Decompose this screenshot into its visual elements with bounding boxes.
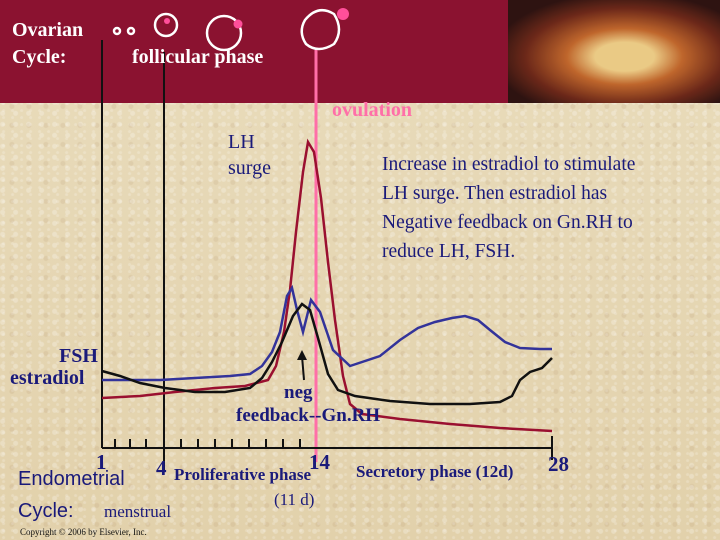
estradiol-label: estradiol xyxy=(10,367,85,389)
endometrial-cycle-label: Cycle: xyxy=(18,500,74,522)
lh-label-line1: LH xyxy=(228,131,255,153)
ovarian-cycle-label-line2: Cycle: xyxy=(12,46,67,68)
copyright-text: Copyright © 2006 by Elsevier, Inc. xyxy=(20,527,147,537)
proliferative-duration-label: (11 d) xyxy=(274,490,315,509)
lh-label-line2: surge xyxy=(228,157,271,179)
day-4-label: 4 xyxy=(156,456,167,480)
neg-label: neg xyxy=(284,382,313,403)
fsh-label: FSH xyxy=(59,345,98,367)
menstrual-label: menstrual xyxy=(104,502,172,521)
estradiol-curve xyxy=(102,284,552,382)
feedback-gnrh-label: feedback--Gn.RH xyxy=(236,405,381,426)
ovulation-label: ovulation xyxy=(332,99,413,121)
follicle-icon-5 xyxy=(300,8,341,51)
lh-surge-label: LH surge xyxy=(228,129,271,181)
note-line: Negative feedback on Gn.RH to xyxy=(382,212,633,233)
follicle-icon-2 xyxy=(126,26,136,36)
neg-feedback-arrow xyxy=(297,350,307,381)
proliferative-phase-label: Proliferative phase xyxy=(174,465,312,484)
ovary-cross-section-image xyxy=(508,0,720,103)
day-28-label: 28 xyxy=(548,452,569,476)
fsh-curve xyxy=(101,302,553,406)
note-line: LH surge. Then estradiol has xyxy=(382,183,608,204)
note-line: reduce LH, FSH. xyxy=(382,241,516,262)
cycle-timeline-axis xyxy=(102,436,553,460)
day-14-label: 14 xyxy=(309,450,330,474)
endometrial-label: Endometrial xyxy=(18,468,125,490)
ovarian-cycle-label-line1: Ovarian xyxy=(12,19,84,41)
follicle-icon-3 xyxy=(153,12,179,38)
note-line: Increase in estradiol to stimulate xyxy=(382,154,636,175)
estradiol-feedback-note: Increase in estradiol to stimulate LH su… xyxy=(382,150,635,266)
day-1-label: 1 xyxy=(96,450,107,474)
secretory-phase-label: Secretory phase (12d) xyxy=(356,462,514,481)
lh-curve xyxy=(101,138,553,433)
follicle-icon-1 xyxy=(112,26,122,36)
follicle-icons xyxy=(112,8,341,52)
follicular-phase-label: follicular phase xyxy=(132,46,264,68)
follicle-icon-4 xyxy=(205,14,243,52)
